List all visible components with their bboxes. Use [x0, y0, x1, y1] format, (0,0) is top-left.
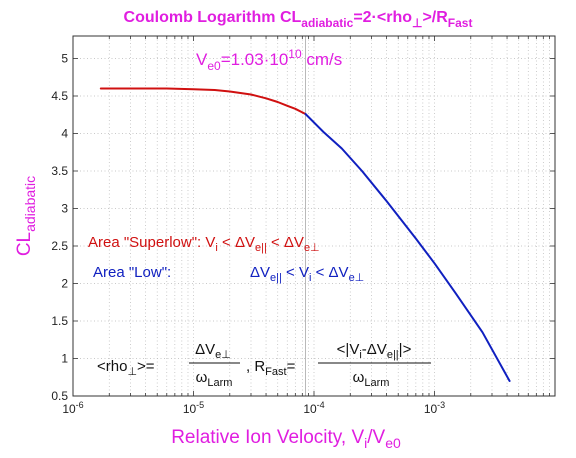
grid [73, 36, 555, 396]
formula-numerator-1: ΔVe⊥ [195, 341, 231, 361]
y-tick-label: 4.5 [51, 89, 68, 103]
y-tick-label: 2.5 [51, 239, 68, 253]
y-tick-label: 3.5 [51, 164, 68, 178]
x-tick-label: 10-5 [183, 400, 204, 416]
y-tick-label: 0.5 [51, 389, 68, 403]
title-rest-sub: Fast [448, 16, 473, 30]
x-tick-label: 10-3 [424, 400, 445, 416]
title-eq-sub: ⊥ [412, 16, 422, 30]
title-main: Coulomb Logarithm CL [124, 9, 302, 26]
y-tick-label: 2 [61, 277, 68, 291]
tick-layer [73, 36, 555, 397]
y-tick-label: 3 [61, 202, 68, 216]
low-annotation-label: Area "Low": [93, 264, 171, 281]
y-tick-label: 1 [61, 352, 68, 366]
y-tick-label: 1.5 [51, 314, 68, 328]
superlow-annotation: Area "Superlow": Vi < ΔVe|| < ΔVe⊥ [88, 234, 320, 254]
low-annotation-relation: ΔVe|| < Vi < ΔVe⊥ [250, 264, 364, 284]
formula-middle: , RFast= [246, 358, 296, 378]
y-tick-label: 5 [61, 52, 68, 66]
formula-denominator-2: ωLarm [353, 369, 390, 389]
title-eq: =2·<rho [353, 9, 412, 26]
y-tick-labels: 0.5 1 1.5 2 2.5 3 3.5 4 4.5 5 [51, 52, 68, 404]
formula-lhs: <rho⊥>= [97, 358, 155, 378]
title-main-sub: adiabatic [301, 16, 353, 30]
y-axis-label: CLadiabatic [14, 176, 38, 256]
velocity-annotation: Ve0=1.03·1010 cm/s [196, 47, 342, 73]
x-tick-label: 10-6 [62, 400, 83, 416]
x-tick-label: 10-4 [303, 400, 324, 416]
formula-denominator-1: ωLarm [196, 369, 233, 389]
title-rest: >/R [422, 9, 448, 26]
formula-numerator-2: <|Vi-ΔVe|||> [337, 341, 412, 361]
series-low-line [304, 113, 511, 382]
formula-annotation: <rho⊥>= ΔVe⊥ ωLarm , RFast= <|Vi-ΔVe|||>… [97, 341, 431, 389]
x-tick-labels: 10-6 10-5 10-4 10-3 [62, 400, 445, 416]
chart-title: Coulomb Logarithm CLadiabatic=2·<rho⊥>/R… [124, 9, 473, 30]
y-tick-label: 4 [61, 127, 68, 141]
x-axis-label: Relative Ion Velocity, Vi/Ve0 [171, 427, 401, 451]
series-layer [99, 87, 511, 382]
series-superlow-line [99, 87, 307, 115]
